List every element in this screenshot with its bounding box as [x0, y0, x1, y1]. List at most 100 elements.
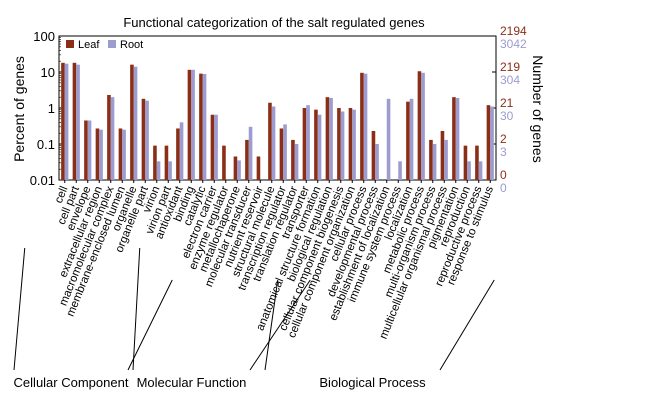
- chart-title: Functional categorization of the salt re…: [123, 15, 425, 30]
- bar-root: [202, 73, 207, 180]
- bar-root: [455, 97, 460, 180]
- bar-root: [237, 160, 241, 180]
- bar-leaf: [84, 120, 88, 180]
- bar-leaf: [187, 69, 192, 180]
- bar-root: [363, 73, 368, 180]
- bar-leaf: [210, 114, 215, 180]
- bar-leaf: [417, 71, 422, 180]
- bar-leaf: [371, 130, 376, 180]
- bar-leaf: [486, 105, 491, 180]
- bar-leaf: [72, 62, 77, 180]
- plot-area: 1001010.10.012194304221930421302300cellc…: [13, 24, 527, 390]
- bar-root: [386, 98, 391, 180]
- y-tick-label: 0.01: [30, 173, 55, 188]
- legend: Leaf Root: [66, 39, 143, 51]
- bar-leaf: [95, 128, 100, 180]
- bar-leaf: [199, 73, 203, 180]
- bar-root: [340, 111, 345, 180]
- bar-leaf: [222, 145, 226, 180]
- bar-leaf: [440, 130, 445, 180]
- bar-root: [156, 161, 161, 180]
- bar-leaf: [176, 128, 180, 180]
- bar-root: [306, 105, 310, 180]
- bar-leaf: [118, 128, 123, 180]
- legend-label-leaf: Leaf: [78, 39, 100, 51]
- bar-leaf: [325, 97, 330, 180]
- bar-root: [467, 161, 471, 180]
- bar-leaf: [279, 128, 284, 180]
- legend-swatch-root: [108, 40, 116, 48]
- group-bracket-right: [439, 279, 495, 371]
- bar-root: [490, 106, 494, 180]
- bar-leaf: [268, 102, 272, 180]
- bar-root: [398, 161, 402, 180]
- y2-tick-label-leaf: 219: [500, 60, 520, 74]
- bar-root: [214, 114, 218, 180]
- bar-leaf: [314, 109, 318, 180]
- legend-label-root: Root: [120, 39, 143, 51]
- bar-root: [375, 144, 379, 180]
- group-label: Cellular Component: [14, 375, 129, 390]
- bar-root: [283, 124, 287, 180]
- bar-leaf: [348, 108, 353, 180]
- bar-root: [432, 144, 437, 180]
- bar-leaf: [61, 62, 65, 180]
- bar-leaf: [164, 145, 169, 180]
- y2-tick-label-root: 30: [500, 109, 514, 123]
- bar-leaf: [302, 108, 307, 180]
- bar-leaf: [245, 139, 249, 180]
- bar-leaf: [452, 97, 456, 180]
- bar-leaf: [256, 156, 261, 180]
- y2-tick-label-leaf: 21: [500, 96, 514, 110]
- bar-root: [317, 114, 322, 180]
- bar-root: [145, 100, 149, 180]
- bar-root: [179, 122, 184, 180]
- bar-root: [110, 97, 115, 180]
- bar-root: [294, 144, 299, 180]
- bar-leaf: [130, 64, 134, 180]
- y-tick-label: 1: [48, 101, 55, 116]
- bar-leaf: [360, 72, 364, 180]
- legend-swatch-leaf: [66, 40, 74, 48]
- y-axis-label: Percent of genes: [11, 56, 27, 162]
- y2-tick-label-leaf: 2: [500, 132, 507, 146]
- group-bracket-right: [127, 279, 173, 371]
- group-bracket-left: [13, 247, 26, 371]
- bar-root: [99, 129, 103, 180]
- y2-axis-label: Number of genes: [530, 55, 546, 162]
- y2-tick-label-root: 0: [500, 181, 507, 195]
- bar-leaf: [291, 139, 295, 180]
- bar-leaf: [406, 101, 410, 180]
- y2-tick-label-root: 3: [500, 145, 507, 159]
- group-bracket-left: [132, 247, 141, 371]
- bar-root: [248, 126, 253, 180]
- y2-tick-label-root: 304: [500, 73, 520, 87]
- group-bracket-left: [264, 279, 279, 371]
- bar-root: [76, 64, 80, 180]
- bar-leaf: [153, 145, 157, 180]
- bar-root: [352, 109, 356, 180]
- y2-tick-label-root: 3042: [500, 37, 527, 51]
- bar-root: [64, 63, 69, 180]
- y2-tick-label-leaf: 2194: [500, 24, 527, 38]
- bar-root: [87, 120, 92, 180]
- bar-leaf: [233, 156, 238, 180]
- y2-tick-label-leaf: 0: [500, 168, 507, 182]
- bar-root: [168, 161, 172, 180]
- y-tick-label: 100: [33, 29, 55, 44]
- bar-leaf: [141, 98, 146, 180]
- bar-root: [421, 72, 425, 180]
- bar-leaf: [429, 139, 433, 180]
- bar-root: [409, 98, 414, 180]
- x-tick-label: cell: [53, 185, 71, 206]
- bar-leaf: [475, 145, 479, 180]
- bar-root: [478, 161, 483, 180]
- group-label: Molecular Function: [137, 375, 247, 390]
- bar-leaf: [107, 94, 111, 180]
- bar-root: [329, 97, 333, 180]
- bar-root: [444, 139, 448, 180]
- bar-root: [133, 66, 138, 180]
- bar-leaf: [337, 108, 341, 180]
- bar-root: [122, 129, 126, 180]
- bar-leaf: [463, 145, 468, 180]
